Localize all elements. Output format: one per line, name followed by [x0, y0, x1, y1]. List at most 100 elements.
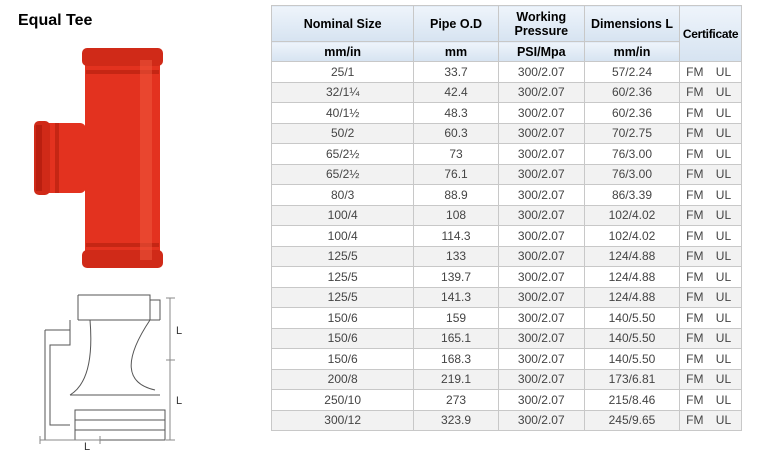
- table-cell: 40/1½: [270, 102, 415, 124]
- table-cell: FM UL: [679, 184, 742, 206]
- table-row: 100/4 114.3 300/2.07 102/4.02 FM UL: [270, 225, 742, 247]
- table-cell: 300/2.07: [497, 245, 585, 267]
- table-row: 150/6 168.3 300/2.07 140/5.50 FM UL: [270, 348, 742, 370]
- table-cell: FM UL: [679, 163, 742, 185]
- table-cell: 57/2.24: [583, 61, 681, 83]
- product-images: L L L: [34, 48, 182, 453]
- table-cell: 42.4: [413, 81, 499, 103]
- unit-row: mm/in mm PSI/Mpa mm/in: [270, 41, 742, 62]
- table-row: 50/2 60.3 300/2.07 70/2.75 FM UL: [270, 122, 742, 144]
- table-cell: 323.9: [413, 409, 499, 431]
- table-cell: 300/2.07: [497, 389, 585, 411]
- dimension-label: L: [84, 441, 90, 453]
- table-row: 125/5 133 300/2.07 124/4.88 FM UL: [270, 245, 742, 267]
- table-cell: 150/6: [270, 327, 415, 349]
- table-cell: 76.1: [413, 163, 499, 185]
- table-row: 250/10 273 300/2.07 215/8.46 FM UL: [270, 389, 742, 411]
- table-cell: FM UL: [679, 204, 742, 226]
- table-cell: 273: [413, 389, 499, 411]
- table-cell: 76/3.00: [583, 163, 681, 185]
- table-cell: 200/8: [270, 368, 415, 390]
- table-cell: 25/1: [270, 61, 415, 83]
- table-cell: FM UL: [679, 225, 742, 247]
- table-cell: 150/6: [270, 348, 415, 370]
- unit-header: mm/in: [270, 41, 415, 62]
- table-cell: 80/3: [270, 184, 415, 206]
- table-cell: 165.1: [413, 327, 499, 349]
- table-cell: 219.1: [413, 368, 499, 390]
- table-cell: 60/2.36: [583, 102, 681, 124]
- table-cell: 159: [413, 307, 499, 329]
- table-cell: 300/2.07: [497, 368, 585, 390]
- table-cell: 102/4.02: [583, 204, 681, 226]
- table-row: 150/6 165.1 300/2.07 140/5.50 FM UL: [270, 327, 742, 349]
- table-cell: 100/4: [270, 225, 415, 247]
- table-cell: 141.3: [413, 286, 499, 308]
- table-cell: 140/5.50: [583, 348, 681, 370]
- table-row: 200/8 219.1 300/2.07 173/6.81 FM UL: [270, 368, 742, 390]
- table-cell: 300/2.07: [497, 184, 585, 206]
- table-cell: 125/5: [270, 245, 415, 267]
- table-cell: FM UL: [679, 307, 742, 329]
- table-cell: 300/2.07: [497, 266, 585, 288]
- table-row: 300/12 323.9 300/2.07 245/9.65 FM UL: [270, 409, 742, 431]
- table-cell: 33.7: [413, 61, 499, 83]
- table-row: 40/1½ 48.3 300/2.07 60/2.36 FM UL: [270, 102, 742, 124]
- column-header: Certificate: [679, 5, 742, 62]
- column-header: Working Pressure: [497, 5, 585, 42]
- table-row: 65/2½ 76.1 300/2.07 76/3.00 FM UL: [270, 163, 742, 185]
- unit-header: mm/in: [583, 41, 681, 62]
- table-cell: 32/1¼: [270, 81, 415, 103]
- table-cell: FM UL: [679, 122, 742, 144]
- column-header: Dimensions L: [583, 5, 681, 42]
- table-cell: FM UL: [679, 102, 742, 124]
- table-cell: 100/4: [270, 204, 415, 226]
- table-cell: 124/4.88: [583, 245, 681, 267]
- table-cell: 60/2.36: [583, 81, 681, 103]
- table-cell: 133: [413, 245, 499, 267]
- table-cell: FM UL: [679, 143, 742, 165]
- table-cell: 88.9: [413, 184, 499, 206]
- table-cell: 300/2.07: [497, 225, 585, 247]
- table-cell: 150/6: [270, 307, 415, 329]
- column-header: Nominal Size: [270, 5, 415, 42]
- table-cell: 300/2.07: [497, 409, 585, 431]
- table-cell: 124/4.88: [583, 266, 681, 288]
- table-cell: 60.3: [413, 122, 499, 144]
- column-header: Pipe O.D: [413, 5, 499, 42]
- red-tee-photo: [34, 48, 163, 268]
- table-cell: 300/2.07: [497, 327, 585, 349]
- table-cell: 300/2.07: [497, 81, 585, 103]
- table-cell: 125/5: [270, 266, 415, 288]
- header-row: Nominal Size Pipe O.D Working Pressure Dime…: [270, 5, 742, 62]
- table-cell: 140/5.50: [583, 307, 681, 329]
- table-cell: FM UL: [679, 266, 742, 288]
- unit-header: mm: [413, 41, 499, 62]
- table-cell: FM UL: [679, 389, 742, 411]
- table-cell: 300/2.07: [497, 348, 585, 370]
- table-cell: 48.3: [413, 102, 499, 124]
- table-cell: 300/2.07: [497, 143, 585, 165]
- spec-table: Nominal Size Pipe O.D Working Pressure Dime…: [270, 5, 742, 431]
- table-row: 125/5 141.3 300/2.07 124/4.88 FM UL: [270, 286, 742, 308]
- table-cell: 140/5.50: [583, 327, 681, 349]
- table-row: 25/1 33.7 300/2.07 57/2.24 FM UL: [270, 61, 742, 83]
- dimension-label: L: [176, 325, 182, 337]
- page-title: Equal Tee: [18, 12, 93, 29]
- table-cell: FM UL: [679, 348, 742, 370]
- table-cell: 300/2.07: [497, 102, 585, 124]
- table-cell: 168.3: [413, 348, 499, 370]
- table-cell: FM UL: [679, 368, 742, 390]
- table-cell: 114.3: [413, 225, 499, 247]
- table-cell: 250/10: [270, 389, 415, 411]
- table-cell: FM UL: [679, 409, 742, 431]
- table-cell: 139.7: [413, 266, 499, 288]
- table-cell: 70/2.75: [583, 122, 681, 144]
- table-cell: 125/5: [270, 286, 415, 308]
- table-row: 100/4 108 300/2.07 102/4.02 FM UL: [270, 204, 742, 226]
- table-row: 65/2½ 73 300/2.07 76/3.00 FM UL: [270, 143, 742, 165]
- table-cell: 73: [413, 143, 499, 165]
- table-cell: 108: [413, 204, 499, 226]
- table-cell: 300/2.07: [497, 204, 585, 226]
